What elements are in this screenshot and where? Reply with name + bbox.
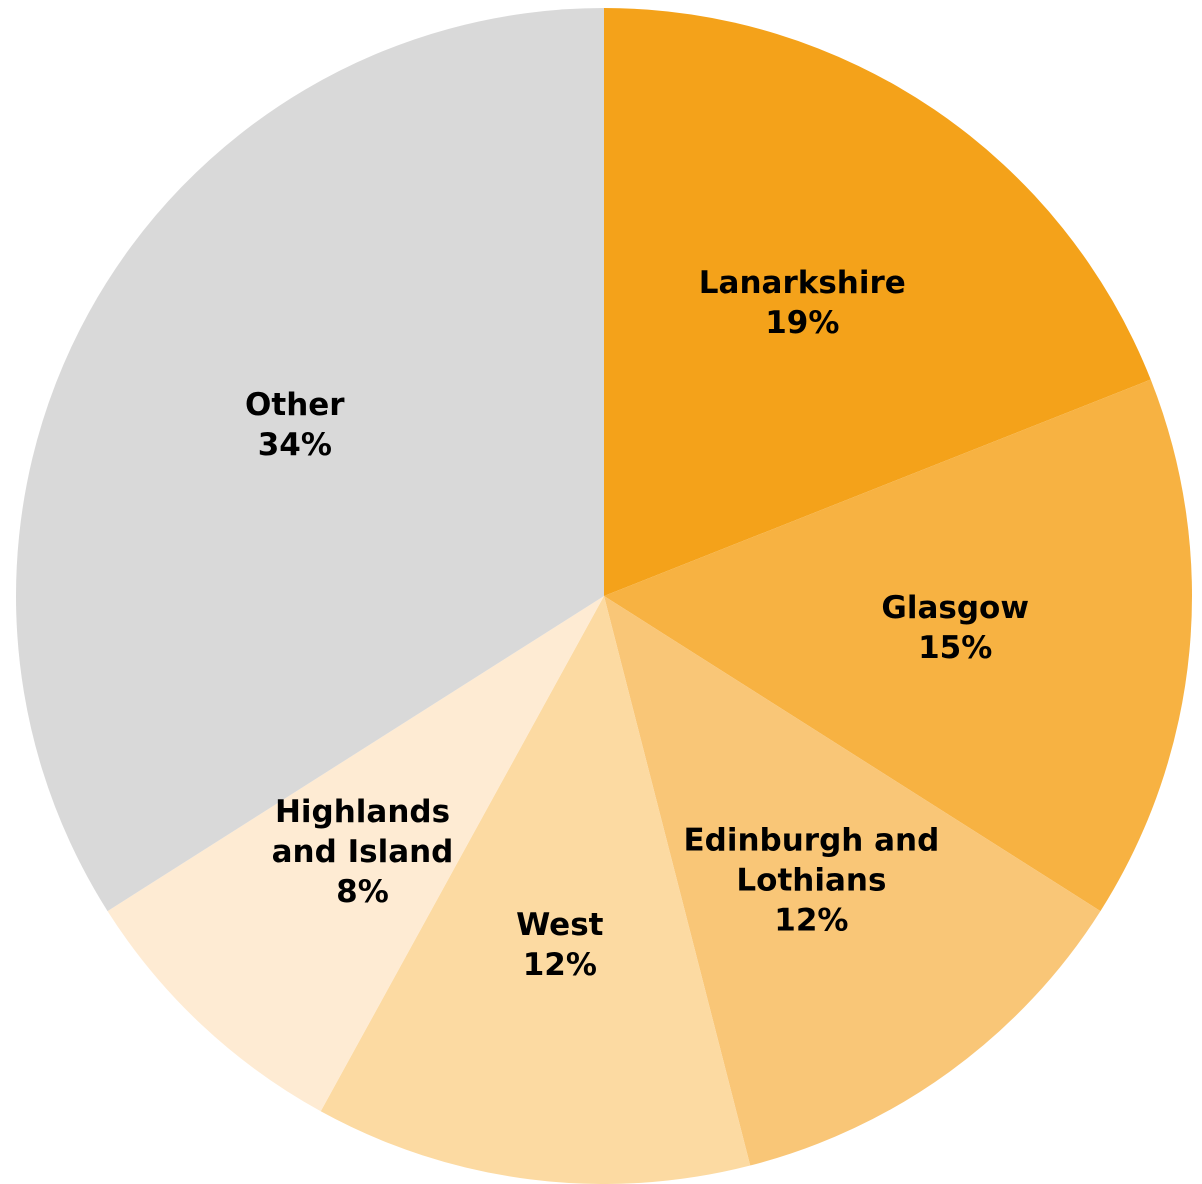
slice-category-label: Highlands bbox=[275, 794, 450, 830]
slice-value-label: 12% bbox=[774, 902, 848, 938]
slice-category-label: Glasgow bbox=[881, 590, 1029, 626]
slice-category-label: Edinburgh and bbox=[683, 822, 939, 858]
slice-category-label: Lothians bbox=[736, 862, 886, 898]
slice-category-label: Lanarkshire bbox=[699, 265, 906, 301]
slice-category-label: and Island bbox=[272, 834, 454, 870]
slice-value-label: 34% bbox=[258, 427, 332, 463]
slice-value-label: 8% bbox=[336, 874, 389, 910]
slice-category-label: West bbox=[516, 907, 604, 943]
slice-category-label: Other bbox=[245, 387, 345, 423]
slice-value-label: 12% bbox=[523, 947, 597, 983]
slice-value-label: 15% bbox=[918, 630, 992, 666]
slice-value-label: 19% bbox=[765, 305, 839, 341]
